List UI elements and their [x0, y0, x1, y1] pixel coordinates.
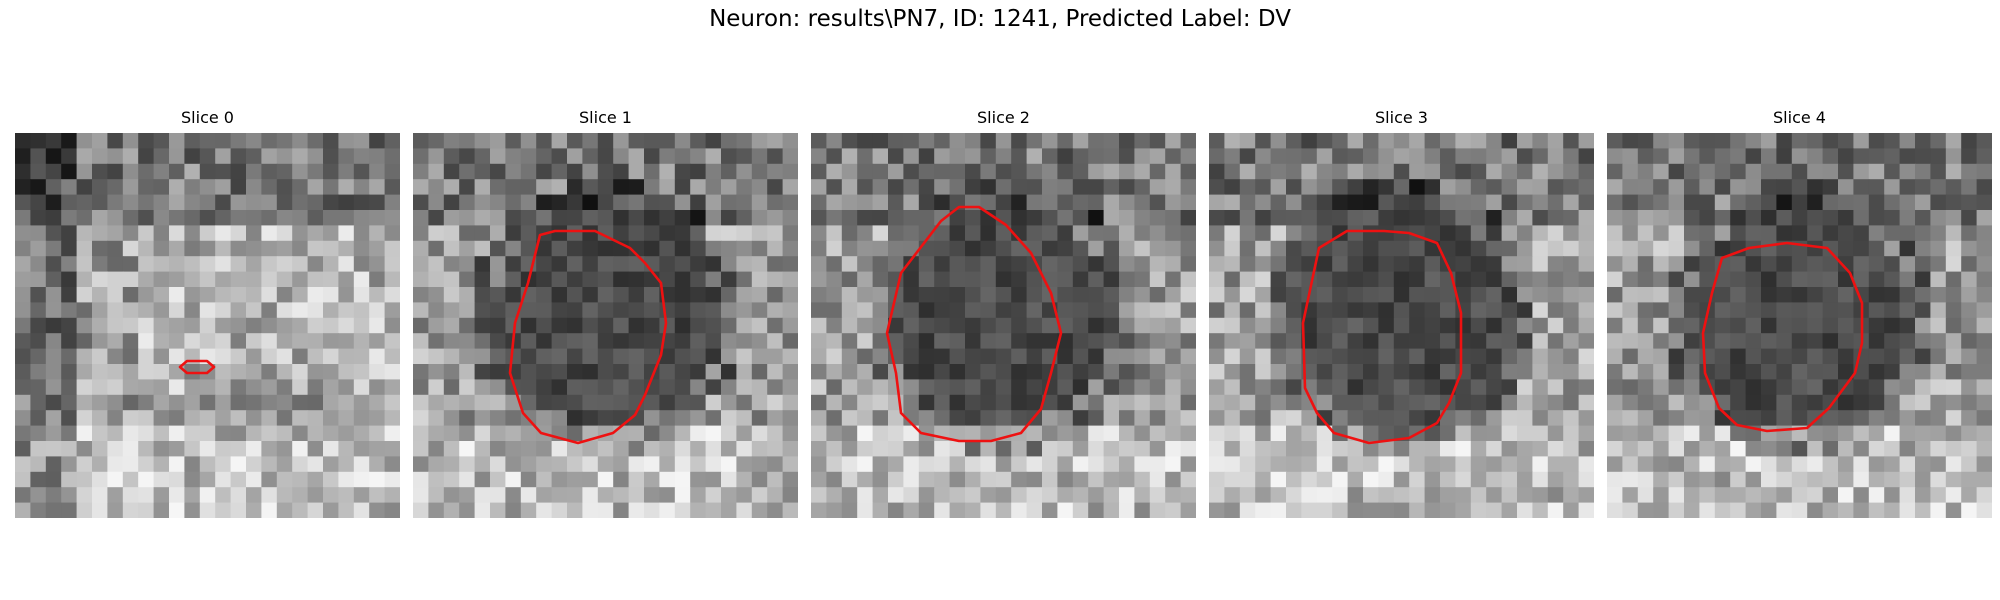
slice-image: [413, 133, 798, 518]
slice-title: Slice 4: [1773, 108, 1826, 127]
figure-title: Neuron: results\PN7, ID: 1241, Predicted…: [709, 6, 1291, 32]
roi-contour: [508, 229, 668, 445]
roi-contour: [1301, 229, 1463, 445]
roi-contour: [885, 205, 1063, 443]
slice-image: [1607, 133, 1992, 518]
slice-title: Slice 1: [579, 108, 632, 127]
roi-contour: [1701, 241, 1864, 433]
slice-panel-3: Slice 3: [1209, 105, 1594, 518]
slice-image: [811, 133, 1196, 518]
slice-panel-2: Slice 2: [811, 105, 1196, 518]
slice-image: [1209, 133, 1594, 518]
slice-title: Slice 3: [1375, 108, 1428, 127]
slice-image: [15, 133, 400, 518]
slice-panel-1: Slice 1: [413, 105, 798, 518]
slice-panel-4: Slice 4: [1607, 105, 1992, 518]
slice-title: Slice 0: [181, 108, 234, 127]
slice-panel-0: Slice 0: [15, 105, 400, 518]
slice-title: Slice 2: [977, 108, 1030, 127]
roi-contour: [178, 359, 216, 375]
